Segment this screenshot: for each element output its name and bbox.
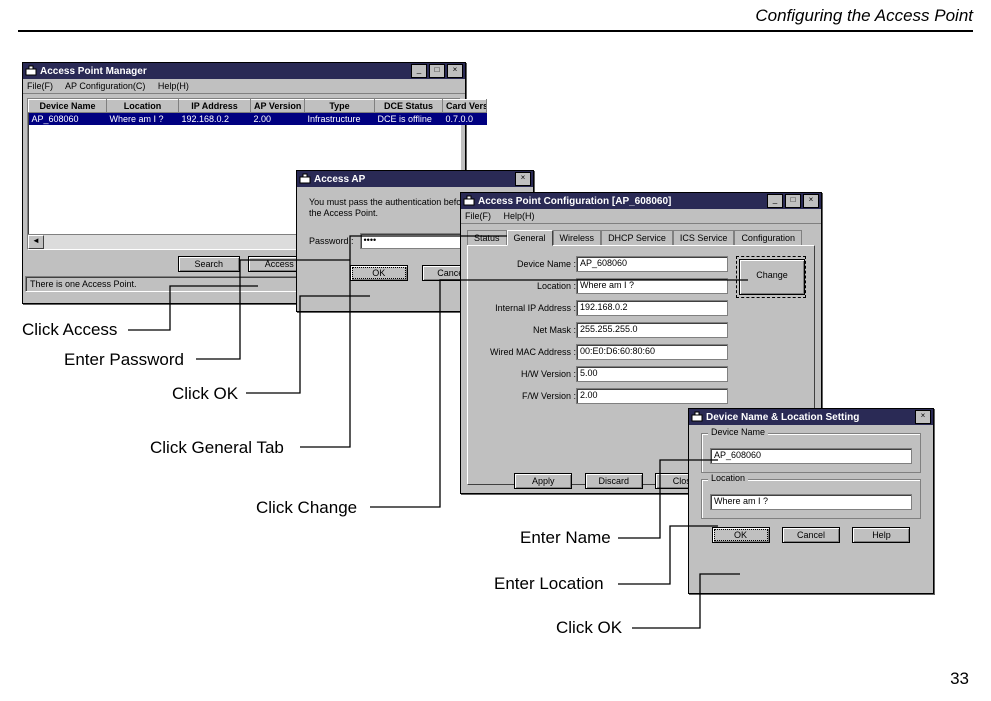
mask-field[interactable]: 255.255.255.0	[576, 322, 728, 338]
hw-field[interactable]: 5.00	[576, 366, 728, 382]
anno-click-ok: Click OK	[172, 384, 238, 404]
col-card[interactable]: Card Vers	[443, 100, 487, 113]
anno-click-access: Click Access	[22, 320, 117, 340]
menu-file[interactable]: File(F)	[27, 81, 53, 91]
fw-label: F/W Version :	[476, 391, 576, 401]
menu-help[interactable]: Help(H)	[504, 211, 535, 221]
group-device-name: Device Name AP_608060	[701, 433, 921, 473]
change-button[interactable]: Change	[739, 259, 805, 295]
scroll-left-icon[interactable]: ◄	[28, 235, 44, 249]
minimize-button[interactable]: _	[767, 194, 783, 208]
apm-menu: File(F) AP Configuration(C) Help(H)	[23, 79, 465, 94]
close-button[interactable]: ×	[515, 172, 531, 186]
cell-card: 0.7.0.0	[443, 113, 487, 126]
fw-field[interactable]: 2.00	[576, 388, 728, 404]
cell-type: Infrastructure	[305, 113, 375, 126]
anno-click-general: Click General Tab	[150, 438, 284, 458]
apc-title: Access Point Configuration [AP_608060]	[478, 196, 767, 207]
hw-label: H/W Version :	[476, 369, 576, 379]
group-location: Location Where am I ?	[701, 479, 921, 519]
cell-location: Where am I ?	[107, 113, 179, 126]
app-icon	[299, 173, 311, 185]
app-icon	[463, 195, 475, 207]
anno-enter-location: Enter Location	[494, 574, 604, 594]
anno-enter-password: Enter Password	[64, 350, 184, 370]
mac-label: Wired MAC Address :	[476, 347, 576, 357]
tab-general[interactable]: General	[507, 230, 553, 246]
apply-button[interactable]: Apply	[514, 473, 572, 489]
password-label: Password :	[309, 236, 354, 246]
anno-click-ok2: Click OK	[556, 618, 622, 638]
apm-header-row: Device Name Location IP Address AP Versi…	[29, 100, 487, 113]
namesetting-titlebar: Device Name & Location Setting ×	[689, 409, 933, 425]
page-number: 33	[950, 669, 969, 689]
cell-dce: DCE is offline	[375, 113, 443, 126]
mac-field[interactable]: 00:E0:D6:60:80:60	[576, 344, 728, 360]
ip-field[interactable]: 192.168.0.2	[576, 300, 728, 316]
accessap-titlebar: Access AP ×	[297, 171, 533, 187]
cell-ip: 192.168.0.2	[179, 113, 251, 126]
maximize-button[interactable]: □	[785, 194, 801, 208]
close-button[interactable]: ×	[915, 410, 931, 424]
cell-device-name: AP_608060	[29, 113, 107, 126]
namesetting-dialog: Device Name & Location Setting × Device …	[688, 408, 934, 594]
device-name-field[interactable]: AP_608060	[576, 256, 728, 272]
close-button[interactable]: ×	[447, 64, 463, 78]
help-button[interactable]: Help	[852, 527, 910, 543]
app-icon	[691, 411, 703, 423]
cancel-button[interactable]: Cancel	[782, 527, 840, 543]
ip-label: Internal IP Address :	[476, 303, 576, 313]
discard-button[interactable]: Discard	[585, 473, 643, 489]
table-row[interactable]: AP_608060 Where am I ? 192.168.0.2 2.00 …	[29, 113, 487, 126]
apc-menu: File(F) Help(H)	[461, 209, 821, 224]
menu-help[interactable]: Help(H)	[158, 81, 189, 91]
apm-table: Device Name Location IP Address AP Versi…	[28, 99, 487, 125]
minimize-button[interactable]: _	[411, 64, 427, 78]
location-field[interactable]: Where am I ?	[576, 278, 728, 294]
tab-wireless[interactable]: Wireless	[553, 230, 602, 245]
tab-config[interactable]: Configuration	[734, 230, 802, 245]
tab-status[interactable]: Status	[467, 230, 507, 245]
tab-ics[interactable]: ICS Service	[673, 230, 735, 245]
maximize-button[interactable]: □	[429, 64, 445, 78]
col-dce[interactable]: DCE Status	[375, 100, 443, 113]
mask-label: Net Mask :	[476, 325, 576, 335]
anno-enter-name: Enter Name	[520, 528, 611, 548]
menu-file[interactable]: File(F)	[465, 211, 491, 221]
app-icon	[25, 65, 37, 77]
device-name-input[interactable]: AP_608060	[710, 448, 912, 464]
col-ip[interactable]: IP Address	[179, 100, 251, 113]
apm-titlebar: Access Point Manager _ □ ×	[23, 63, 465, 79]
tab-dhcp[interactable]: DHCP Service	[601, 230, 673, 245]
apm-window-buttons: _ □ ×	[411, 64, 463, 78]
col-location[interactable]: Location	[107, 100, 179, 113]
tab-strip: Status General Wireless DHCP Service ICS…	[467, 230, 815, 245]
search-button[interactable]: Search	[178, 256, 240, 272]
col-apver[interactable]: AP Version	[251, 100, 305, 113]
location-label: Location :	[476, 281, 576, 291]
location-input[interactable]: Where am I ?	[710, 494, 912, 510]
group-device-name-caption: Device Name	[708, 427, 768, 437]
close-button[interactable]: ×	[803, 194, 819, 208]
accessap-title: Access AP	[314, 174, 515, 185]
ok-button[interactable]: OK	[350, 265, 408, 281]
page-rule	[18, 30, 973, 32]
namesetting-title: Device Name & Location Setting	[706, 412, 915, 423]
apm-title: Access Point Manager	[40, 66, 411, 77]
anno-click-change: Click Change	[256, 498, 357, 518]
ok-button[interactable]: OK	[712, 527, 770, 543]
apc-titlebar: Access Point Configuration [AP_608060] _…	[461, 193, 821, 209]
col-device-name[interactable]: Device Name	[29, 100, 107, 113]
group-location-caption: Location	[708, 473, 748, 483]
cell-apver: 2.00	[251, 113, 305, 126]
col-type[interactable]: Type	[305, 100, 375, 113]
page-header: Configuring the Access Point	[755, 6, 973, 26]
device-name-label: Device Name :	[476, 259, 576, 269]
menu-apconf[interactable]: AP Configuration(C)	[65, 81, 145, 91]
